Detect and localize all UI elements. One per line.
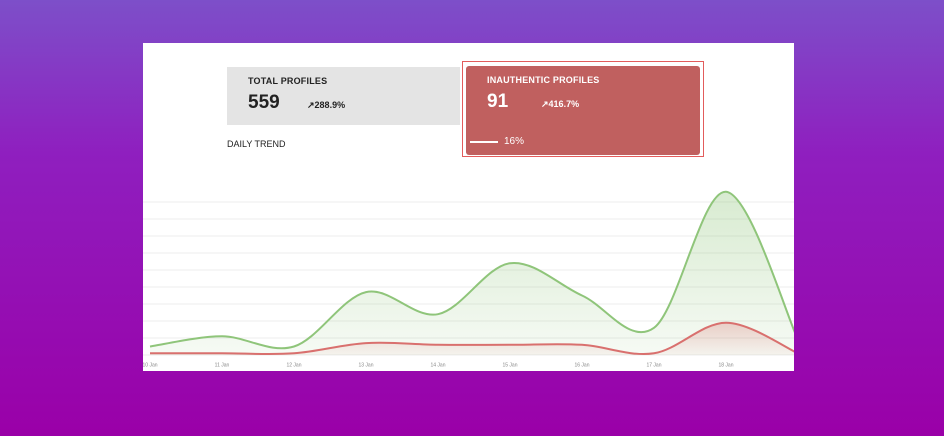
x-tick-label: 15 Jan: [502, 362, 517, 368]
selection-outline: [462, 61, 704, 157]
series-area: [150, 322, 794, 355]
total-card: TOTAL PROFILES 559 ↗288.9%: [227, 67, 460, 125]
chart-title: DAILY TREND: [227, 139, 286, 149]
card-title: INAUTHENTIC PROFILES: [487, 75, 600, 85]
x-tick-label: 12 Jan: [286, 362, 301, 368]
x-tick-label: 11 Jan: [215, 362, 230, 368]
card-change: ↗416.7%: [541, 99, 579, 110]
series-line: [150, 321, 794, 356]
share-bar: [470, 140, 498, 143]
card-title: TOTAL PROFILES: [248, 76, 328, 86]
x-tick-label: 18 Jan: [718, 362, 733, 368]
arrow-icon: ↗: [541, 99, 549, 109]
card-change: ↗288.9%: [307, 100, 345, 111]
arrow-icon: ↗: [307, 100, 315, 110]
share-text: 16%: [504, 136, 525, 147]
card-value: 559: [248, 92, 280, 113]
inauthentic-card[interactable]: INAUTHENTIC PROFILES 91 ↗416.7% 16%: [466, 66, 700, 155]
change-text: 416.7%: [548, 99, 580, 109]
change-text: 288.9%: [314, 100, 346, 110]
card-share: 16%: [470, 136, 524, 147]
x-tick-label: 10 Jan: [143, 362, 158, 368]
series-line: [149, 190, 794, 350]
x-tick-label: 14 Jan: [430, 362, 445, 368]
x-tick-label: 17 Jan: [646, 362, 661, 368]
card-value: 91: [487, 91, 509, 112]
x-tick-label: 16 Jan: [574, 362, 589, 368]
chart: 10 Jan 11 Jan 12 Jan 13 Jan 14 Jan 15 Jan 16 J…: [143, 190, 794, 368]
series-area: [150, 191, 794, 355]
dashboard-panel: TOTAL PROFILES 559 ↗288.9% INAUTHENTIC P…: [143, 43, 794, 371]
x-tick-label: 13 Jan: [358, 362, 373, 368]
